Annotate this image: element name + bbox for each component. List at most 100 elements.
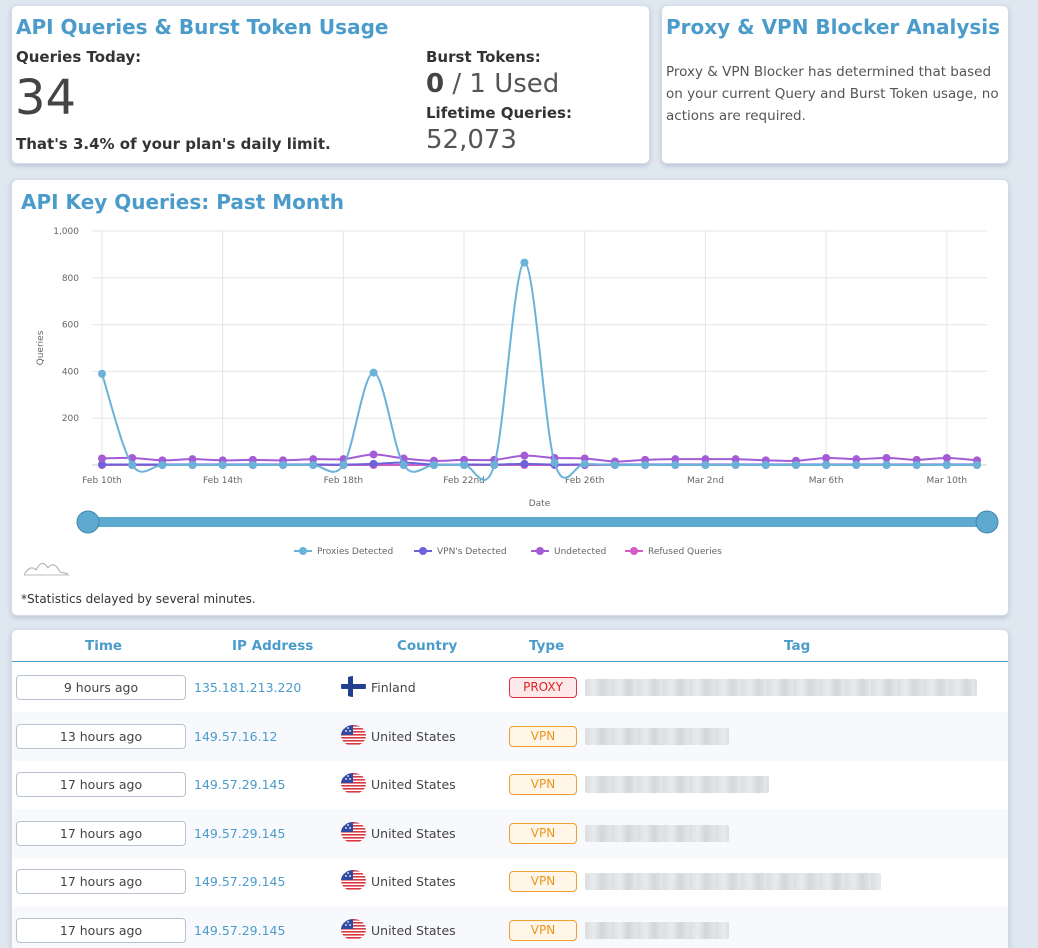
range-slider-start-handle[interactable] (76, 510, 100, 534)
table-row[interactable]: 17 hours ago 149.57.29.145 United States VP… (12, 760, 1008, 809)
x-tick-label: Feb 10th (82, 476, 121, 486)
ip-address-link[interactable]: 149.57.29.145 (194, 874, 286, 890)
table-row[interactable]: 17 hours ago 149.57.29.145 United States VP… (12, 808, 1008, 858)
legend-marker-icon (630, 547, 638, 555)
column-header-tag[interactable]: Tag (784, 638, 811, 654)
column-header-time[interactable]: Time (85, 638, 123, 654)
data-point-proxies-detected[interactable] (641, 461, 650, 469)
country-cell: United States (371, 777, 456, 793)
data-point-proxies-detected[interactable] (610, 461, 619, 469)
data-point-proxies-detected[interactable] (550, 458, 559, 467)
data-point-proxies-detected[interactable] (248, 461, 257, 469)
data-point-proxies-detected[interactable] (339, 461, 348, 469)
data-point-proxies-detected[interactable] (188, 461, 197, 469)
ip-address-link[interactable]: 149.57.29.145 (194, 825, 286, 841)
series-line-undetected (101, 453, 978, 463)
legend-item-refused-queries[interactable]: Refused Queries (625, 547, 722, 557)
data-point-proxies-detected[interactable] (158, 461, 167, 469)
column-header-country[interactable]: Country (397, 638, 458, 654)
column-header-ip-address[interactable]: IP Address (232, 638, 314, 654)
data-point-proxies-detected[interactable] (490, 461, 499, 469)
data-point-proxies-detected[interactable] (761, 461, 770, 469)
legend-label: Undetected (554, 547, 606, 557)
table-row[interactable]: 13 hours ago 149.57.16.12 United States VPN (12, 711, 1008, 761)
queries-today-label: Queries Today: (16, 48, 142, 66)
data-point-proxies-detected[interactable] (128, 461, 137, 469)
data-point-proxies-detected[interactable] (671, 461, 680, 469)
data-point-proxies-detected[interactable] (309, 461, 318, 469)
data-point-proxies-detected[interactable] (279, 461, 288, 469)
country-cell: United States (371, 728, 456, 744)
data-point-proxies-detected[interactable] (973, 461, 981, 469)
data-point-proxies-detected[interactable] (98, 369, 106, 378)
data-point-undetected[interactable] (882, 453, 891, 462)
column-header-type[interactable]: Type (529, 638, 565, 654)
x-tick-label: Mar 10th (927, 476, 968, 486)
x-tick-label: Mar 6th (809, 476, 844, 486)
data-point-undetected[interactable] (671, 455, 680, 464)
data-point-undetected[interactable] (309, 455, 318, 464)
date-range-slider[interactable] (76, 510, 999, 534)
data-point-proxies-detected[interactable] (791, 461, 800, 469)
sparkline-icon (23, 563, 69, 576)
type-badge: VPN (509, 725, 577, 747)
ip-address-link[interactable]: 135.181.213.220 (194, 680, 302, 695)
burst-tokens-value: 0 / 1 Used (426, 71, 559, 97)
table-row[interactable]: 9 hours ago 135.181.213.220 Finland PROXY (12, 663, 1008, 712)
time-cell: 9 hours ago (16, 675, 186, 700)
data-point-vpn-s-detected[interactable] (369, 459, 378, 468)
data-point-proxies-detected[interactable] (701, 461, 710, 469)
ip-address-link[interactable]: 149.57.29.145 (194, 777, 286, 793)
data-point-proxies-detected[interactable] (731, 461, 740, 469)
data-point-undetected[interactable] (98, 454, 106, 463)
time-cell: 17 hours ago (16, 820, 186, 846)
ip-address-link[interactable]: 149.57.29.145 (194, 923, 286, 938)
data-point-undetected[interactable] (369, 450, 378, 459)
data-point-proxies-detected[interactable] (852, 461, 861, 469)
table-row[interactable]: 17 hours ago 149.57.29.145 United States VP… (12, 906, 1008, 948)
time-cell: 17 hours ago (16, 772, 186, 798)
series-proxies-detected (98, 258, 981, 481)
finland-flag-icon (341, 676, 366, 697)
time-cell: 17 hours ago (16, 869, 186, 895)
legend-item-proxies-detected[interactable]: Proxies Detected (294, 547, 393, 557)
y-tick-label: 600 (62, 321, 79, 331)
data-point-proxies-detected[interactable] (912, 461, 921, 469)
type-badge: VPN (509, 871, 577, 893)
proxy-analysis-title: Proxy & VPN Blocker Analysis (666, 15, 1001, 39)
data-point-undetected[interactable] (188, 455, 197, 464)
data-point-undetected[interactable] (822, 453, 831, 462)
type-badge: PROXY (509, 677, 577, 698)
data-point-proxies-detected[interactable] (399, 461, 408, 469)
ip-address-link[interactable]: 149.57.16.12 (194, 728, 278, 744)
chart-axes: 1,000 800 600 400 200 Feb 10th Feb 14th Feb 18t… (36, 227, 987, 509)
legend-item-vpn-s-detected[interactable]: VPN's Detected (414, 547, 507, 557)
data-point-undetected[interactable] (942, 453, 951, 462)
legend-label: Proxies Detected (317, 547, 393, 557)
tag-redacted (585, 824, 729, 842)
data-point-proxies-detected[interactable] (942, 461, 951, 469)
data-point-undetected[interactable] (731, 455, 740, 464)
legend-item-undetected[interactable]: Undetected (531, 547, 606, 557)
data-point-proxies-detected[interactable] (882, 461, 891, 469)
data-point-proxies-detected[interactable] (580, 459, 589, 468)
data-point-undetected[interactable] (520, 451, 529, 460)
data-point-vpn-s-detected[interactable] (98, 460, 106, 469)
data-point-proxies-detected[interactable] (369, 368, 378, 377)
range-slider-end-handle[interactable] (975, 510, 999, 534)
time-cell: 17 hours ago (16, 918, 186, 943)
data-point-proxies-detected[interactable] (218, 461, 227, 469)
country-cell: United States (371, 825, 456, 841)
statistics-delay-note: *Statistics delayed by several minutes. (21, 592, 256, 606)
data-point-proxies-detected[interactable] (429, 461, 438, 469)
data-point-proxies-detected[interactable] (460, 461, 469, 469)
united-states-flag-icon (341, 870, 366, 892)
data-point-proxies-detected[interactable] (520, 258, 529, 267)
data-point-vpn-s-detected[interactable] (520, 459, 529, 468)
table-row[interactable]: 17 hours ago 149.57.29.145 United States VP… (12, 857, 1008, 906)
data-point-proxies-detected[interactable] (822, 461, 831, 469)
data-point-undetected[interactable] (852, 455, 861, 464)
x-tick-label: Feb 22nd (443, 476, 485, 486)
data-point-undetected[interactable] (701, 455, 710, 464)
legend-marker-icon (536, 547, 544, 555)
